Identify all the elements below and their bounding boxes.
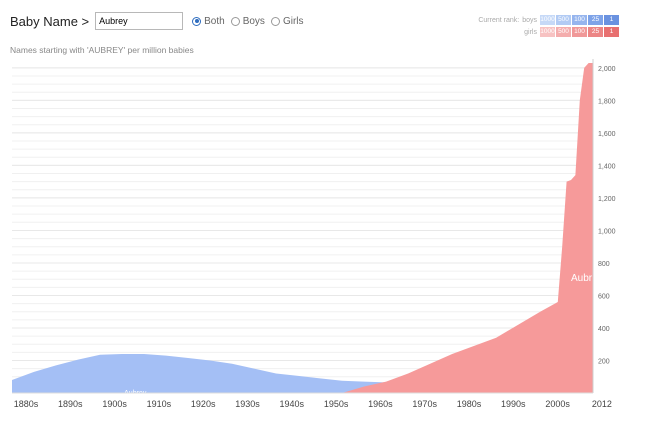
rank-gender-boys: boys <box>522 16 537 24</box>
x-tick-label: 2012 <box>592 399 612 409</box>
y-tick-label: 1,200 <box>598 196 616 203</box>
y-tick-label: 1,800 <box>598 98 616 105</box>
radio-girls-label: Girls <box>282 15 304 27</box>
rank-cell: 1000 <box>540 15 555 25</box>
rank-cell: 25 <box>588 27 603 37</box>
x-tick-label: 1920s <box>191 399 216 409</box>
x-tick-label: 1910s <box>147 399 172 409</box>
current-rank-legend: Current rank: boys 1000 500 100 25 1 gir… <box>478 15 619 39</box>
y-tick-label: 400 <box>598 326 610 333</box>
search-bar: Baby Name > Both Boys Girls <box>10 11 310 31</box>
y-tick-label: 1,600 <box>598 131 616 138</box>
rank-cell: 100 <box>572 27 587 37</box>
radio-both-label: Both <box>204 15 225 27</box>
x-tick-label: 1980s <box>457 399 482 409</box>
boys-area-series <box>12 353 593 393</box>
rank-row-boys: Current rank: boys 1000 500 100 25 1 <box>478 15 619 25</box>
x-tick-label: 1970s <box>412 399 437 409</box>
rank-cell: 1 <box>604 27 619 37</box>
rank-cell: 500 <box>556 27 571 37</box>
girls-area-series <box>12 63 593 393</box>
y-tick-label: 600 <box>598 293 610 300</box>
radio-both-indicator[interactable] <box>192 16 202 26</box>
radio-boys-indicator[interactable] <box>230 16 240 26</box>
chart-subtitle: Names starting with 'AUBREY' per million… <box>10 45 194 55</box>
x-tick-label: 1890s <box>58 399 83 409</box>
rank-cell: 100 <box>572 15 587 25</box>
y-tick-label: 200 <box>598 358 610 365</box>
radio-both[interactable]: Both <box>192 16 225 27</box>
y-tick-label: 1,400 <box>598 163 616 170</box>
name-search-input[interactable] <box>95 12 184 30</box>
app-title: Baby Name > <box>10 13 90 29</box>
rank-cell: 1 <box>604 15 619 25</box>
x-tick-label: 1990s <box>501 399 526 409</box>
y-tick-label: 800 <box>598 261 610 268</box>
x-tick-label: 1880s <box>14 399 39 409</box>
rank-cell: 1000 <box>540 27 555 37</box>
x-tick-label: 1930s <box>235 399 260 409</box>
x-tick-label: 1900s <box>102 399 127 409</box>
y-tick-label: 2,000 <box>598 66 616 73</box>
girls-series-label: Aubrey <box>571 273 603 284</box>
radio-boys[interactable]: Boys <box>230 15 265 27</box>
radio-boys-label: Boys <box>242 15 265 27</box>
x-tick-label: 2000s <box>545 399 570 409</box>
radio-girls[interactable]: Girls <box>270 15 304 27</box>
rank-cell: 500 <box>556 15 571 25</box>
rank-label: Current rank: <box>478 16 520 24</box>
x-tick-label: 1960s <box>368 399 393 409</box>
y-tick-label: 1,000 <box>598 228 616 235</box>
x-tick-label: 1940s <box>280 399 305 409</box>
rank-cell: 25 <box>588 15 603 25</box>
rank-row-girls: girls 1000 500 100 25 1 <box>478 27 619 37</box>
radio-girls-indicator[interactable] <box>270 16 280 26</box>
rank-gender-girls: girls <box>524 28 537 36</box>
x-tick-label: 1950s <box>324 399 349 409</box>
